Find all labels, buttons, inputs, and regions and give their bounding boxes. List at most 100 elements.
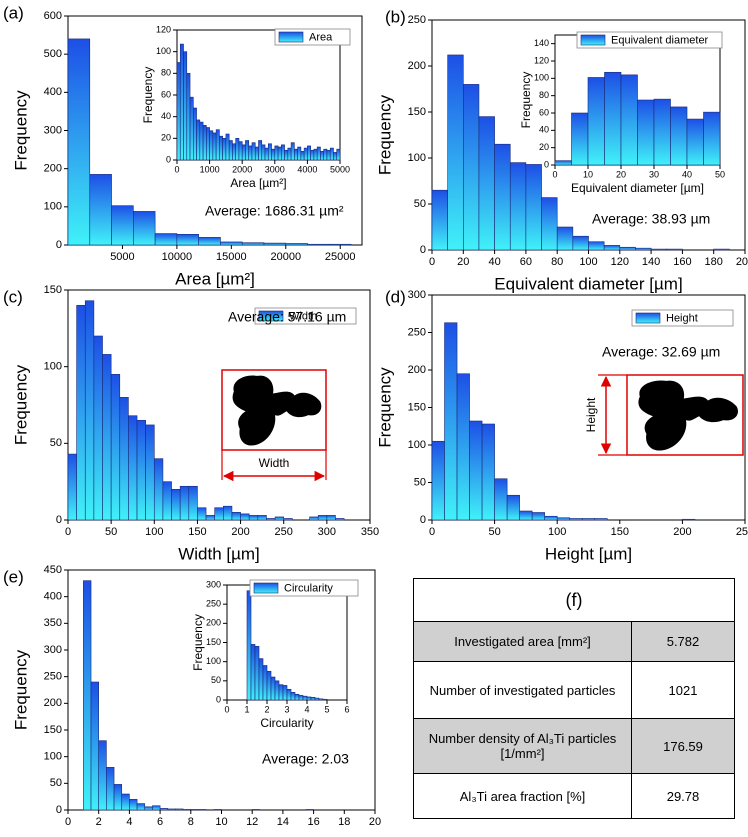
- average-annotation: Average: 1686.31 µm²: [205, 203, 344, 219]
- histogram-bar: [191, 809, 199, 810]
- histogram-bar: [333, 152, 336, 160]
- histogram-bar: [133, 211, 155, 245]
- x-tick-label: 300: [318, 526, 336, 538]
- histogram-bar: [651, 249, 667, 250]
- histogram-bar: [572, 113, 589, 165]
- y-tick-label: 60: [161, 89, 171, 99]
- histogram-bar: [198, 809, 206, 810]
- y-tick-label: 120: [156, 24, 171, 34]
- y-tick-label: 50: [414, 476, 426, 488]
- histogram-bar: [145, 807, 153, 810]
- x-tick-label: 20000: [270, 251, 301, 263]
- y-tick-label: 500: [44, 48, 62, 60]
- x-tick-label: 40: [488, 256, 500, 268]
- histogram-bar: [329, 244, 351, 245]
- y-tick-label: 50: [50, 437, 62, 449]
- panel-label: (c): [3, 287, 23, 306]
- x-tick-label: 12: [246, 816, 258, 828]
- x-tick-label: 150: [611, 526, 629, 538]
- y-axis-label: Frequency: [11, 90, 30, 171]
- histogram-bar: [112, 206, 134, 245]
- y-tick-label: 250: [408, 14, 426, 26]
- histogram-bar: [85, 301, 94, 520]
- histogram-bar: [298, 147, 301, 160]
- y-tick-label: 0: [56, 239, 62, 251]
- histogram-bar: [223, 506, 232, 520]
- legend-label: Equivalent diameter: [611, 34, 709, 46]
- histogram-bar: [301, 151, 304, 160]
- histogram-bar: [206, 515, 215, 520]
- histogram-bar: [177, 63, 180, 161]
- histogram-bar: [303, 696, 307, 700]
- histogram-bar: [210, 131, 213, 160]
- histogram-bar: [323, 699, 327, 700]
- histogram-bar: [223, 138, 226, 160]
- histogram-bar: [199, 237, 221, 245]
- table-cell: 176.59: [632, 719, 735, 774]
- histogram-bar: [154, 459, 163, 520]
- histogram-bar: [99, 741, 107, 810]
- x-tick-label: 180: [705, 256, 723, 268]
- histogram-bar: [219, 136, 222, 160]
- histogram-bar: [495, 479, 508, 520]
- histogram-bar: [605, 72, 622, 165]
- y-axis-label: Frequency: [375, 367, 394, 448]
- histogram-bar: [704, 112, 721, 165]
- histogram-bar: [183, 809, 191, 810]
- y-tick-label: 200: [44, 163, 62, 175]
- histogram-bar: [249, 515, 258, 520]
- histogram-bar: [189, 486, 198, 520]
- histogram-bar: [229, 141, 232, 161]
- y-axis-label: Frequency: [191, 614, 205, 671]
- y-tick-label: 100: [534, 73, 549, 83]
- histogram-bar: [275, 517, 284, 520]
- x-tick-label: 3000: [265, 164, 285, 174]
- y-tick-label: 0: [544, 159, 549, 169]
- histogram-bar: [335, 518, 344, 520]
- histogram-bar: [432, 190, 448, 250]
- histogram-bar: [448, 55, 464, 250]
- histogram-bar: [337, 149, 340, 160]
- histogram-bar: [286, 243, 308, 245]
- y-tick-label: 150: [44, 284, 62, 296]
- histogram-bar: [314, 149, 317, 160]
- y-tick-label: 250: [44, 671, 62, 683]
- histogram-bar: [137, 804, 145, 810]
- histogram-bar: [582, 519, 595, 521]
- histogram-bar: [129, 799, 137, 810]
- histogram-bar: [114, 784, 122, 810]
- histogram-bar: [242, 243, 264, 245]
- histogram-bar: [555, 161, 572, 165]
- histogram-bar: [271, 677, 275, 700]
- histogram-bar: [128, 416, 137, 520]
- histogram-bar: [327, 150, 330, 160]
- x-axis-label: Area [µm²]: [230, 176, 286, 190]
- histogram-bar: [197, 508, 206, 520]
- plot-frame: [227, 585, 347, 700]
- histogram-bar: [520, 511, 533, 520]
- histogram-bar: [190, 97, 193, 160]
- average-annotation: Average: 38.93 µm: [592, 211, 710, 227]
- x-axis-label: Width [µm]: [178, 544, 260, 563]
- histogram-bar: [175, 809, 183, 810]
- histogram-bar: [479, 117, 495, 250]
- histogram-bar: [291, 692, 295, 700]
- histogram-bar: [168, 809, 176, 810]
- x-tick-label: 25000: [325, 251, 356, 263]
- histogram-bar: [264, 243, 286, 245]
- histogram-bar: [432, 441, 445, 520]
- x-tick-label: 20: [457, 256, 469, 268]
- histogram-bar: [573, 236, 589, 250]
- histogram-bar: [180, 486, 189, 520]
- histogram-bar: [545, 516, 558, 520]
- x-tick-label: 6: [344, 704, 349, 714]
- histogram-bar: [595, 519, 608, 521]
- summary-table: (f) Investigated area [mm²]5.782 Number …: [413, 578, 735, 819]
- table-cell: Number of investigated particles: [414, 662, 632, 719]
- y-tick-label: 100: [408, 439, 426, 451]
- histogram-bar: [283, 685, 287, 700]
- histogram-bar: [111, 374, 120, 520]
- y-tick-label: 200: [408, 364, 426, 376]
- histogram-bar: [279, 685, 283, 700]
- histogram-bar: [239, 142, 242, 160]
